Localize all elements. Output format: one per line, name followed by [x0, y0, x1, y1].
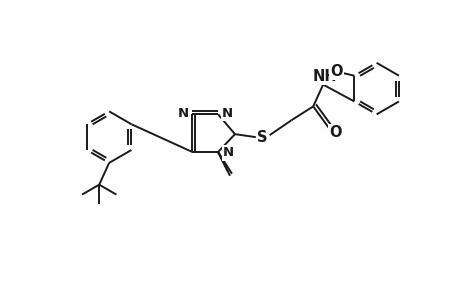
- Text: O: O: [330, 64, 342, 79]
- Text: NH: NH: [312, 69, 337, 84]
- Text: N: N: [223, 146, 234, 160]
- Text: S: S: [257, 130, 267, 145]
- Text: O: O: [328, 125, 341, 140]
- Text: N: N: [222, 107, 233, 120]
- Text: N: N: [177, 107, 188, 120]
